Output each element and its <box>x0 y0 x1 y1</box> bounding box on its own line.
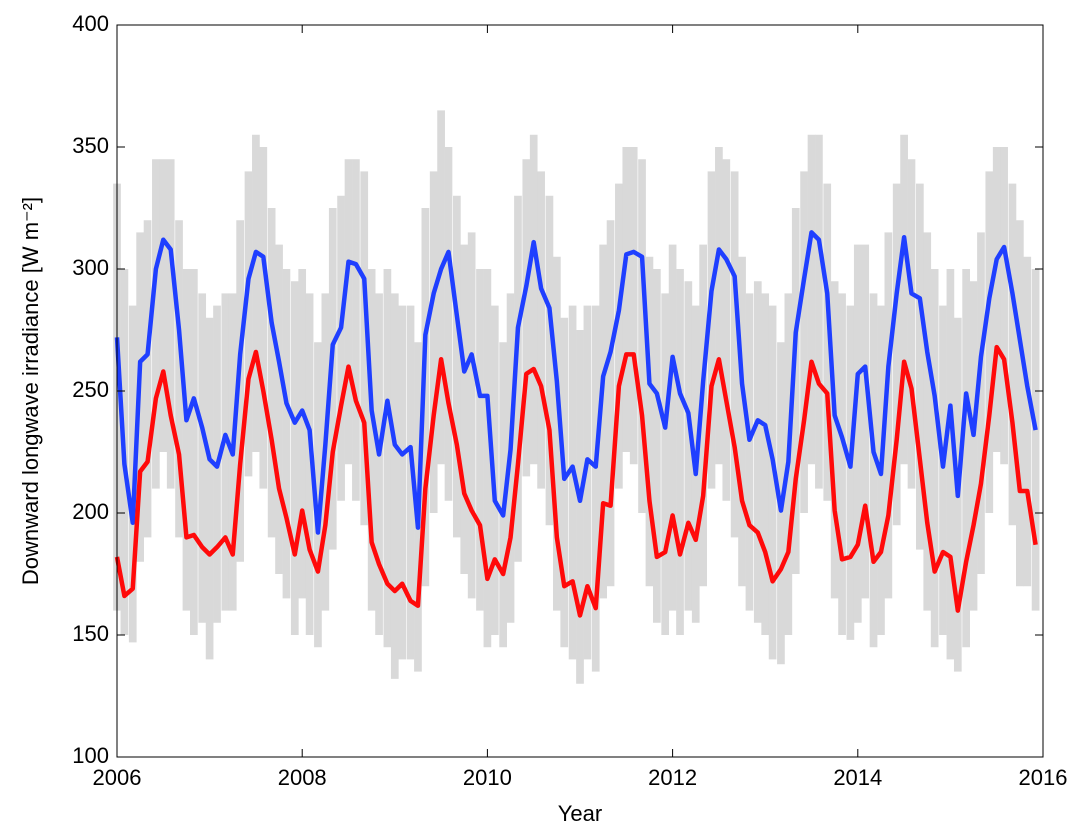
y-tick-label: 100 <box>72 743 109 768</box>
x-tick-label: 2012 <box>648 765 697 790</box>
x-tick-label: 2008 <box>278 765 327 790</box>
series-line <box>114 344 1038 618</box>
y-tick-label: 350 <box>72 133 109 158</box>
y-axis-label: Downward longwave irradiance [W m⁻²] <box>18 197 43 585</box>
x-tick-label: 2016 <box>1019 765 1068 790</box>
x-tick-label: 2014 <box>833 765 882 790</box>
x-axis-label: Year <box>558 801 602 826</box>
y-tick-label: 300 <box>72 255 109 280</box>
y-tick-label: 200 <box>72 499 109 524</box>
y-tick-label: 250 <box>72 377 109 402</box>
y-tick-label: 400 <box>72 11 109 36</box>
series-line <box>114 230 1038 535</box>
x-tick-label: 2006 <box>93 765 142 790</box>
y-tick-label: 150 <box>72 621 109 646</box>
x-tick-label: 2010 <box>463 765 512 790</box>
